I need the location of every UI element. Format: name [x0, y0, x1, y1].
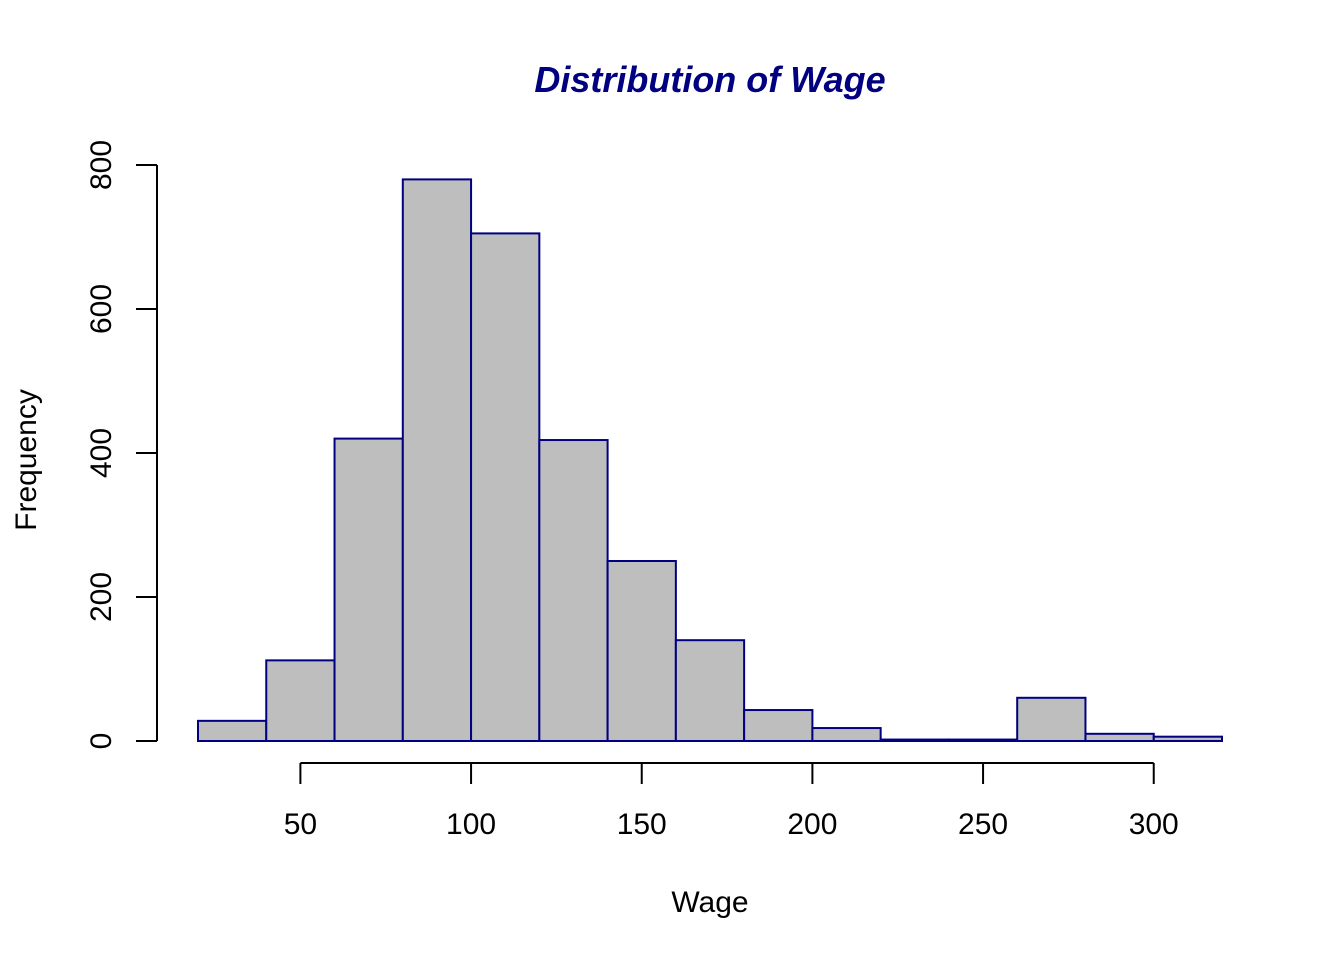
histogram-bar — [606, 560, 677, 742]
y-tick-label: 600 — [85, 284, 118, 334]
histogram-bar — [538, 439, 609, 742]
x-tick-label: 250 — [958, 808, 1008, 841]
y-tick-label: 800 — [85, 140, 118, 190]
bars-group — [197, 178, 1223, 743]
chart-title: Distribution of Wage — [534, 59, 885, 100]
histogram-bar — [947, 738, 1019, 742]
y-tick-label: 400 — [85, 428, 118, 478]
x-tick-label: 100 — [446, 808, 496, 841]
histogram-bar — [197, 719, 268, 743]
histogram-bar — [743, 709, 814, 742]
x-tick-label: 150 — [617, 808, 667, 841]
histogram-bar — [470, 232, 541, 742]
histogram-bar — [1016, 696, 1087, 742]
histogram-bar — [1084, 732, 1155, 742]
histogram-bar — [333, 437, 404, 742]
y-tick-label: 0 — [85, 733, 118, 750]
histogram-bar — [401, 178, 473, 742]
x-tick-label: 50 — [284, 808, 317, 841]
histogram-bar — [265, 659, 336, 742]
y-tick-label: 200 — [85, 572, 118, 622]
histogram-bar — [1152, 735, 1223, 742]
y-axis: 0 200 400 600 800 — [85, 140, 158, 750]
x-axis: 50 100 150 200 250 300 — [284, 762, 1179, 841]
histogram-bar — [879, 738, 950, 742]
histogram-bar — [674, 639, 746, 743]
x-axis-label: Wage — [671, 886, 748, 919]
histogram-bar — [811, 727, 882, 742]
x-tick-label: 200 — [787, 808, 837, 841]
y-axis-label: Frequency — [10, 389, 43, 531]
x-tick-label: 300 — [1129, 808, 1179, 841]
